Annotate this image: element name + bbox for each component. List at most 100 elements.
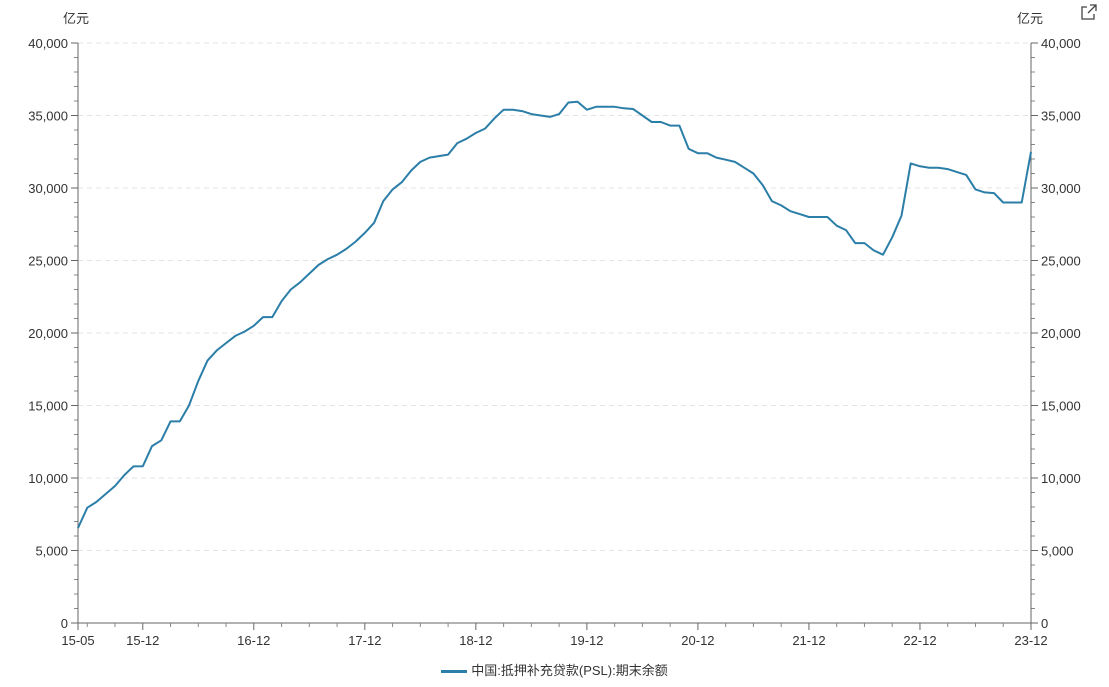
data-point — [714, 156, 718, 160]
data-point — [909, 161, 913, 165]
data-point — [844, 228, 848, 232]
data-point — [983, 190, 987, 194]
data-point — [196, 379, 200, 383]
legend-label: 中国:抵押补充贷款(PSL):期末余额 — [471, 663, 668, 678]
data-point — [936, 166, 940, 170]
y-tick-label-left: 40,000 — [28, 36, 68, 51]
data-point — [585, 108, 589, 112]
data-point — [613, 105, 617, 109]
data-point — [705, 151, 709, 155]
data-point — [779, 203, 783, 207]
data-point — [409, 169, 413, 173]
data-point — [899, 214, 903, 218]
data-point — [354, 240, 358, 244]
data-point — [853, 241, 857, 245]
y-tick-label-left: 35,000 — [28, 109, 68, 124]
data-point — [927, 166, 931, 170]
x-tick-label: 20-12 — [681, 633, 714, 648]
data-point — [825, 215, 829, 219]
data-point — [437, 154, 441, 158]
data-point — [640, 114, 644, 118]
data-point — [289, 288, 293, 292]
data-point — [890, 235, 894, 239]
x-tick-label: 18-12 — [459, 633, 492, 648]
data-point — [798, 212, 802, 216]
data-point — [992, 191, 996, 195]
data-point — [946, 167, 950, 171]
x-tick-label: 15-12 — [126, 633, 159, 648]
legend-swatch — [441, 670, 468, 674]
data-point — [973, 187, 977, 191]
unit-label-left: 亿元 — [63, 11, 89, 26]
data-point — [418, 160, 422, 164]
y-tick-label-right: 30,000 — [1041, 181, 1081, 196]
data-point — [85, 506, 89, 510]
data-point — [363, 231, 367, 235]
data-point — [159, 438, 163, 442]
data-point — [280, 299, 284, 303]
data-point — [594, 105, 598, 109]
y-tick-label-right: 20,000 — [1041, 326, 1081, 341]
data-point — [520, 109, 524, 113]
data-point — [862, 241, 866, 245]
data-point — [492, 116, 496, 120]
data-point — [770, 199, 774, 203]
data-point — [215, 348, 219, 352]
data-point — [261, 315, 265, 319]
data-point — [724, 158, 728, 162]
data-point — [465, 137, 469, 141]
data-point — [529, 112, 533, 116]
data-point — [307, 272, 311, 276]
data-point — [270, 315, 274, 319]
y-tick-label-right: 0 — [1041, 616, 1048, 631]
data-point — [233, 334, 237, 338]
data-point — [178, 419, 182, 423]
data-point — [816, 215, 820, 219]
data-point — [483, 127, 487, 131]
data-point — [344, 247, 348, 251]
x-tick-label: 16-12 — [237, 633, 270, 648]
y-tick-label-right: 10,000 — [1041, 471, 1081, 486]
data-point — [335, 253, 339, 257]
x-tick-label: 15-05 — [61, 633, 94, 648]
data-point — [104, 492, 108, 496]
legend[interactable]: 中国:抵押补充贷款(PSL):期末余额 — [0, 660, 1109, 679]
data-point — [964, 173, 968, 177]
y-tick-label-right: 35,000 — [1041, 109, 1081, 124]
data-point — [206, 359, 210, 363]
data-point — [835, 224, 839, 228]
y-tick-label-left: 0 — [61, 616, 68, 631]
data-point — [391, 187, 395, 191]
y-tick-label-left: 5,000 — [35, 544, 68, 559]
y-tick-label-right: 25,000 — [1041, 254, 1081, 269]
data-point — [400, 180, 404, 184]
y-tick-label-left: 20,000 — [28, 326, 68, 341]
data-point — [1029, 150, 1033, 154]
data-point — [955, 170, 959, 174]
data-point — [1010, 201, 1014, 205]
data-point — [474, 131, 478, 135]
data-point — [511, 108, 515, 112]
x-tick-label: 19-12 — [570, 633, 603, 648]
data-point — [751, 172, 755, 176]
data-point — [326, 257, 330, 261]
data-point — [677, 124, 681, 128]
x-tick-label: 22-12 — [903, 633, 936, 648]
external-link-icon[interactable] — [1081, 4, 1097, 20]
data-point — [622, 106, 626, 110]
data-point — [761, 183, 765, 187]
data-point — [566, 100, 570, 104]
data-point — [502, 108, 506, 112]
data-point — [807, 215, 811, 219]
data-point — [872, 248, 876, 252]
data-point — [918, 164, 922, 168]
data-point — [1020, 201, 1024, 205]
y-tick-label-left: 25,000 — [28, 254, 68, 269]
data-point — [428, 156, 432, 160]
data-point — [298, 280, 302, 284]
y-tick-label-left: 10,000 — [28, 471, 68, 486]
data-point — [113, 484, 117, 488]
data-point — [381, 199, 385, 203]
data-point — [150, 444, 154, 448]
data-point — [141, 464, 145, 468]
